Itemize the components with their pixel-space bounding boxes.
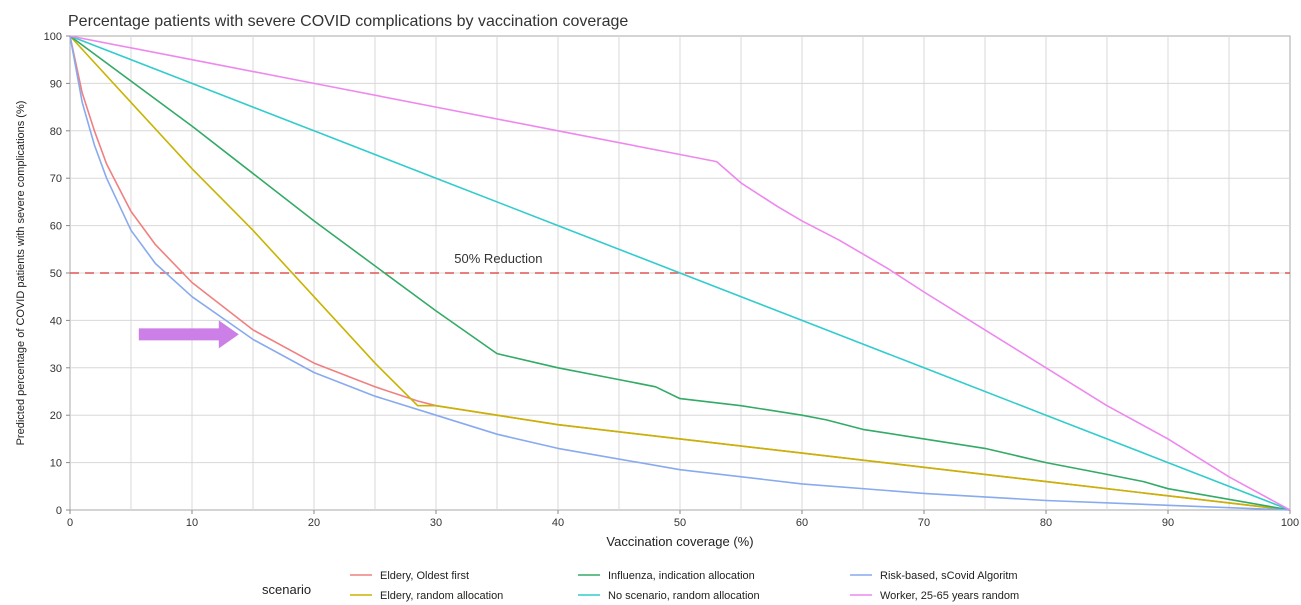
y-tick-label: 60 xyxy=(50,221,62,233)
x-axis-ticks: 0 10 20 30 40 50 60 70 80 90 100 xyxy=(67,510,1299,529)
arrow-head xyxy=(218,320,239,349)
legend: Eldery, Oldest first Eldery, random alloc… xyxy=(350,570,1019,602)
x-tick-label: 100 xyxy=(1281,517,1299,529)
reference-line-group: 50% Reduction xyxy=(70,251,1290,274)
legend-label: Influenza, indication allocation xyxy=(608,570,755,582)
x-tick-label: 20 xyxy=(308,517,320,529)
series-lines xyxy=(69,35,1291,511)
x-tick-label: 80 xyxy=(1040,517,1052,529)
x-tick-label: 0 xyxy=(67,517,73,529)
series-line-5 xyxy=(69,35,1291,511)
x-tick-label: 60 xyxy=(796,517,808,529)
x-tick-label: 40 xyxy=(552,517,564,529)
y-tick-label: 40 xyxy=(50,315,62,327)
y-axis-label: Predicted percentage of COVID patients w… xyxy=(15,101,27,446)
legend-label: Eldery, random allocation xyxy=(380,590,503,602)
legend-label: Risk-based, sCovid Algoritm xyxy=(880,570,1018,582)
y-tick-label: 90 xyxy=(50,78,62,90)
legend-item: Eldery, Oldest first xyxy=(350,570,469,582)
legend-item: Influenza, indication allocation xyxy=(578,570,755,582)
legend-item: No scenario, random allocation xyxy=(578,590,760,602)
legend-item: Worker, 25-65 years random xyxy=(850,590,1019,602)
y-tick-label: 20 xyxy=(50,410,62,422)
x-axis-label: Vaccination coverage (%) xyxy=(606,534,753,549)
series-line-4 xyxy=(69,35,1291,511)
legend-label: No scenario, random allocation xyxy=(608,590,760,602)
y-tick-label: 70 xyxy=(50,173,62,185)
reference-line-label: 50% Reduction xyxy=(454,251,542,266)
legend-label: Worker, 25-65 years random xyxy=(880,590,1019,602)
chart-title: Percentage patients with severe COVID co… xyxy=(68,13,628,30)
series-line-6 xyxy=(69,35,1291,511)
y-tick-label: 30 xyxy=(50,363,62,375)
x-tick-label: 90 xyxy=(1162,517,1174,529)
x-tick-label: 50 xyxy=(674,517,686,529)
series-line-2 xyxy=(69,35,1291,511)
y-tick-label: 100 xyxy=(44,31,62,43)
x-tick-label: 30 xyxy=(430,517,442,529)
legend-title: scenario xyxy=(262,582,311,597)
legend-item: Risk-based, sCovid Algoritm xyxy=(850,570,1018,582)
y-tick-label: 80 xyxy=(50,126,62,138)
y-tick-label: 50 xyxy=(50,268,62,280)
legend-label: Eldery, Oldest first xyxy=(380,570,469,582)
x-tick-label: 10 xyxy=(186,517,198,529)
annotation-arrow xyxy=(138,320,239,349)
arrow-shaft xyxy=(138,328,221,341)
legend-item: Eldery, random allocation xyxy=(350,590,503,602)
series-line-3 xyxy=(69,35,1291,511)
x-tick-label: 70 xyxy=(918,517,930,529)
y-tick-label: 10 xyxy=(50,458,62,470)
y-axis-ticks: 0 10 20 30 40 50 60 70 80 90 100 xyxy=(44,31,70,517)
y-tick-label: 0 xyxy=(56,505,62,517)
